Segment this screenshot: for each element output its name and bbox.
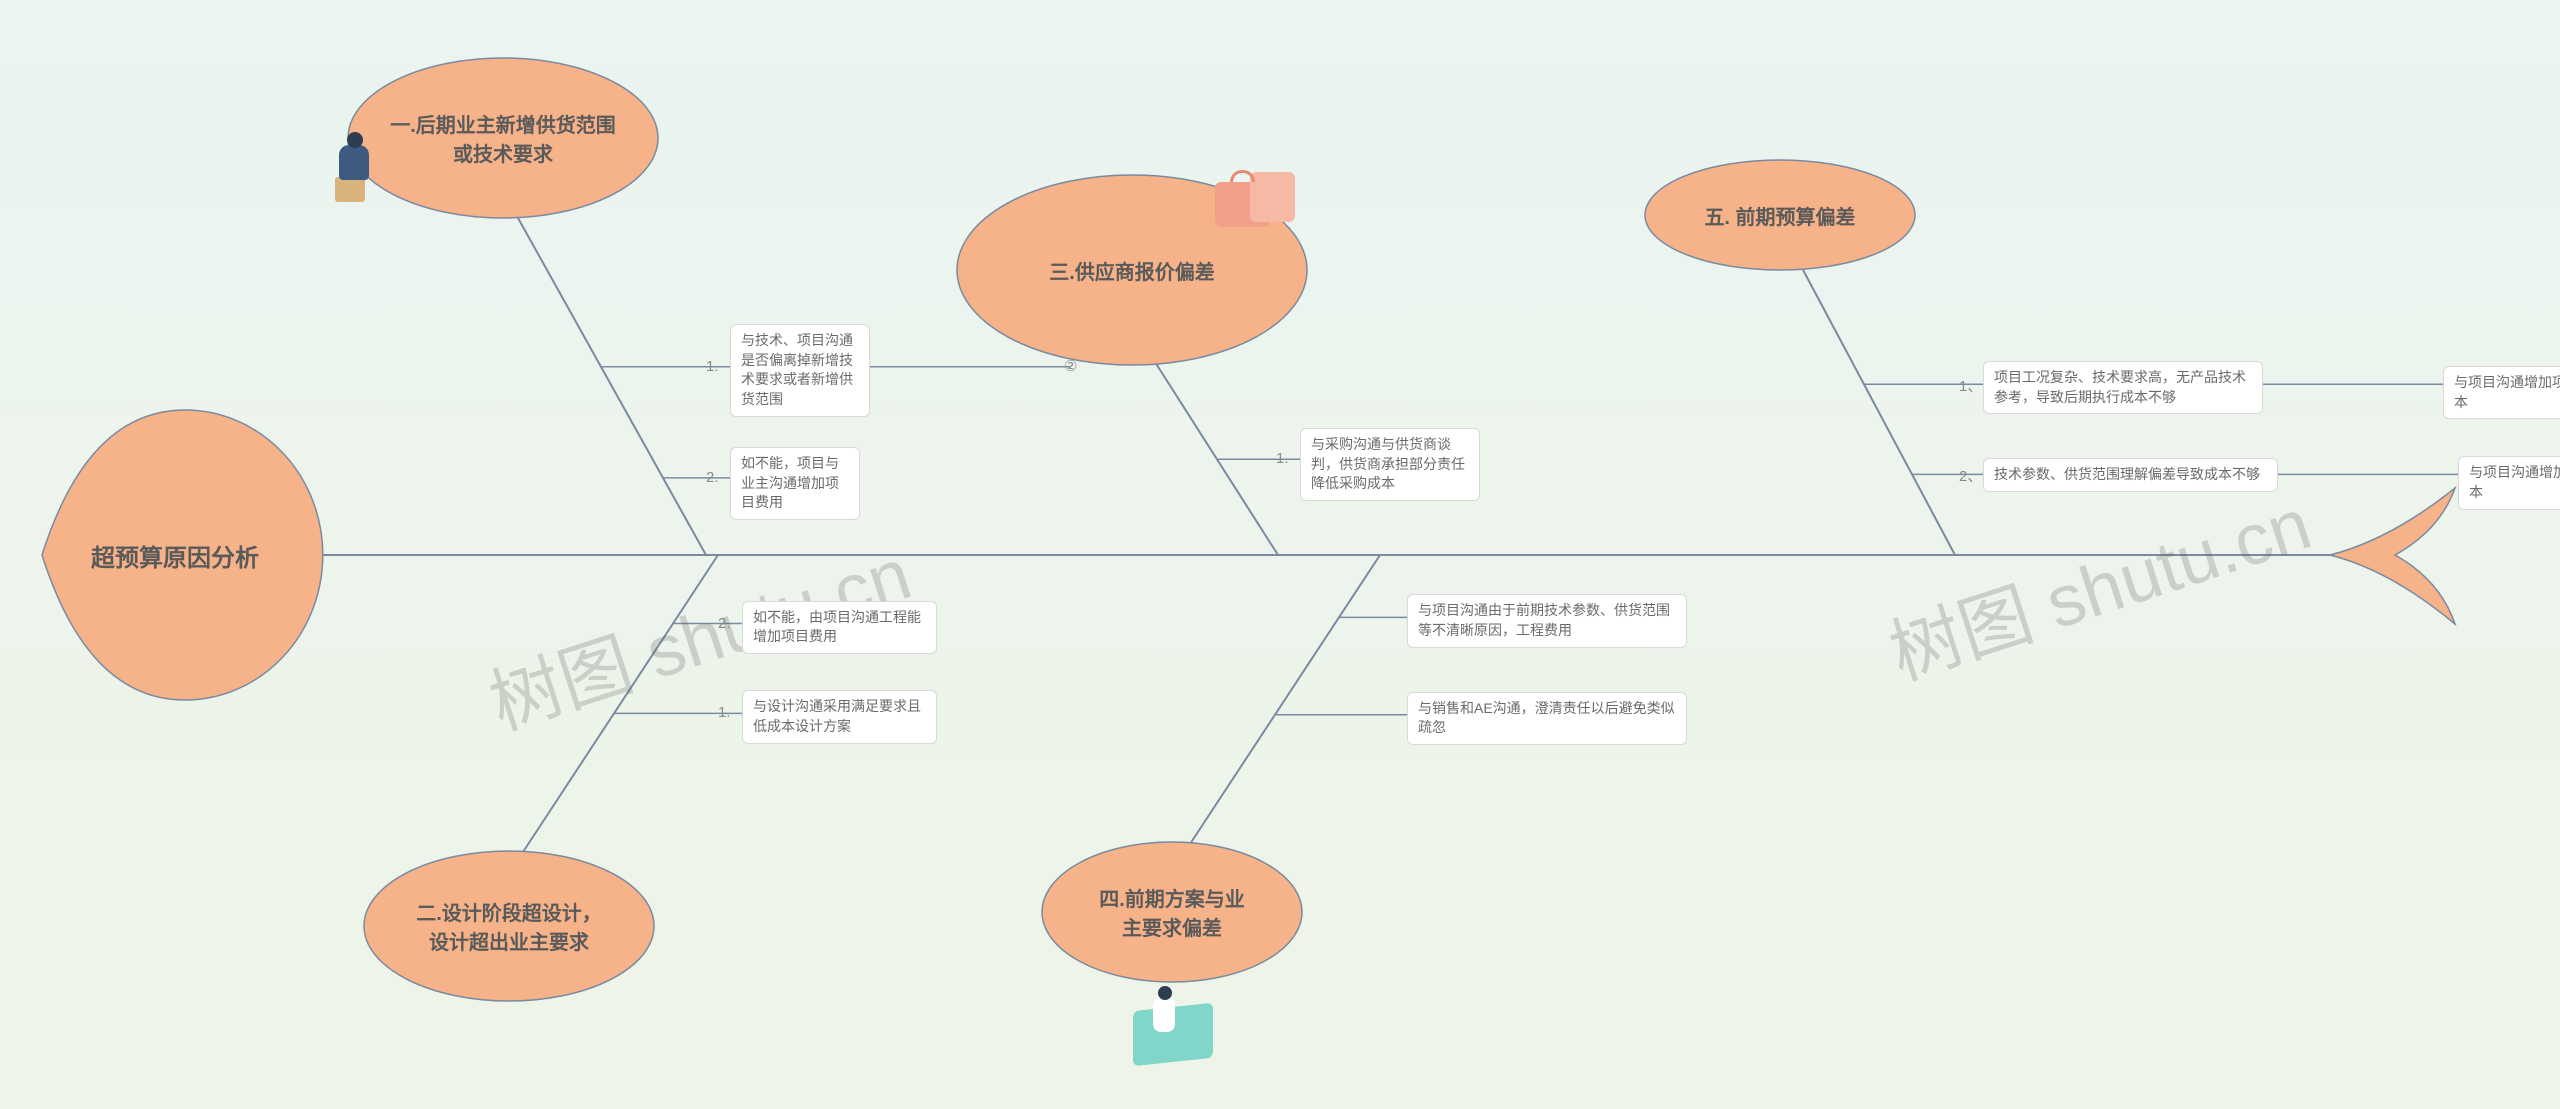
leaf-right-marker-c1-0: ② bbox=[1064, 357, 1077, 375]
leaf-num-c5-1: 2、 bbox=[1959, 465, 1982, 486]
lab-worker-icon bbox=[1118, 972, 1228, 1062]
leaf-c2-1: 与设计沟通采用满足要求且低成本设计方案 bbox=[742, 690, 937, 743]
category-c5-label: 五. 前期预算偏差 bbox=[1657, 189, 1903, 241]
leaf-c1-1: 如不能，项目与业主沟通增加项目费用 bbox=[730, 447, 860, 520]
fish-head-title: 超预算原因分析 bbox=[55, 535, 295, 575]
leaf-num-c2-1: 1. bbox=[718, 704, 731, 721]
category-c2-label: 二.设计阶段超设计， 设计超出业主要求 bbox=[376, 900, 642, 952]
category-c1-label: 一.后期业主新增供货范围 或技术要求 bbox=[360, 112, 646, 164]
leaf-c1-0: 与技术、项目沟通是否偏离掉新增技术要求或者新增供货范围 bbox=[730, 324, 870, 416]
shopping-bag-icon bbox=[1215, 152, 1305, 227]
leaf-c5-0: 项目工况复杂、技术要求高，无产品技术参考，导致后期执行成本不够 bbox=[1983, 361, 2263, 414]
leaf-right-c5-1: 与项目沟通增加项目成本 bbox=[2458, 456, 2560, 509]
category-c4-label: 四.前期方案与业 主要求偏差 bbox=[1054, 886, 1290, 938]
category-c3-label: 三.供应商报价偏差 bbox=[969, 244, 1295, 296]
leaf-num-c2-0: 2. bbox=[718, 615, 731, 632]
leaf-num-c1-1: 2. bbox=[706, 469, 719, 486]
leaf-c4-0: 与项目沟通由于前期技术参数、供货范围等不清晰原因，工程费用 bbox=[1407, 594, 1687, 647]
leaf-c2-0: 如不能，由项目沟通工程能增加项目费用 bbox=[742, 601, 937, 654]
leaf-num-c1-0: 1. bbox=[706, 358, 719, 375]
leaf-c5-1: 技术参数、供货范围理解偏差导致成本不够 bbox=[1983, 458, 2278, 492]
leaf-num-c5-0: 1、 bbox=[1959, 375, 1982, 396]
leaf-c3-0: 与采购沟通与供货商谈判，供货商承担部分责任降低采购成本 bbox=[1300, 428, 1480, 501]
leaf-right-c5-0: 与项目沟通增加项目成本 bbox=[2443, 366, 2560, 419]
leaf-num-c3-0: 1. bbox=[1276, 450, 1289, 467]
leaf-c4-1: 与销售和AE沟通，澄清责任以后避免类似疏忽 bbox=[1407, 692, 1687, 745]
